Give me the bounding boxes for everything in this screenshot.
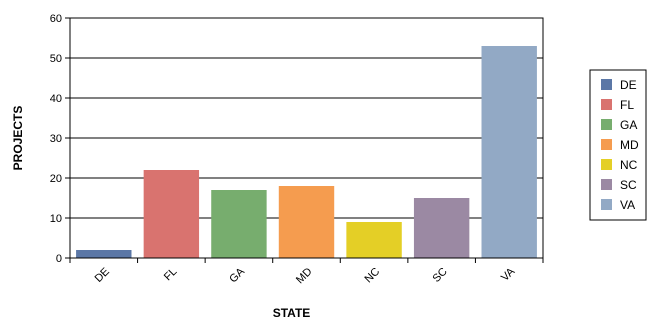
legend-label: SC: [620, 178, 637, 192]
y-axis-title: PROJECTS: [11, 106, 25, 171]
legend-swatch: [601, 119, 612, 130]
x-tick-label: MD: [294, 266, 315, 287]
legend-swatch: [601, 139, 612, 150]
legend-label: DE: [620, 78, 637, 92]
y-tick-label: 50: [50, 53, 62, 65]
legend-swatch: [601, 179, 612, 190]
legend-swatch: [601, 99, 612, 110]
x-tick-label: DE: [93, 266, 112, 285]
legend-label: MD: [620, 138, 639, 152]
legend: DE FL GA MD NC SC VA: [589, 69, 647, 221]
legend-label: GA: [620, 118, 637, 132]
x-tick-label: GA: [227, 265, 247, 285]
legend-label: FL: [620, 98, 634, 112]
y-tick-label: 10: [50, 213, 62, 225]
bars: [76, 46, 537, 258]
y-tick-label: 20: [50, 173, 62, 185]
bar-md: [278, 186, 335, 258]
y-tick-label: 0: [56, 253, 62, 265]
legend-swatch: [601, 159, 612, 170]
legend-label: VA: [620, 198, 635, 212]
plot-frame: [69, 17, 544, 259]
bar-ga: [211, 190, 267, 258]
bar-nc: [346, 222, 402, 258]
x-tick-label: VA: [499, 265, 518, 284]
y-tick-label: 40: [50, 93, 62, 105]
bar-sc: [413, 198, 470, 258]
legend-box: [589, 69, 647, 221]
x-tick-labels: DE FL GA MD NC SC VA: [93, 265, 518, 286]
legend-label: NC: [620, 158, 638, 172]
bar-fl: [143, 170, 200, 258]
bar-va: [481, 46, 537, 258]
y-tick-label: 60: [50, 13, 62, 25]
x-tick-label: NC: [362, 266, 382, 286]
x-tick-label: SC: [430, 266, 449, 285]
legend-swatch: [601, 199, 612, 210]
y-tick-labels: 0 10 20 30 40 50 60: [50, 13, 62, 265]
y-tick-label: 30: [50, 133, 62, 145]
x-tick-label: FL: [162, 266, 180, 284]
bar-de: [76, 250, 132, 258]
x-axis-title: STATE: [273, 306, 311, 320]
legend-swatch: [601, 79, 612, 90]
axes: [69, 17, 544, 263]
